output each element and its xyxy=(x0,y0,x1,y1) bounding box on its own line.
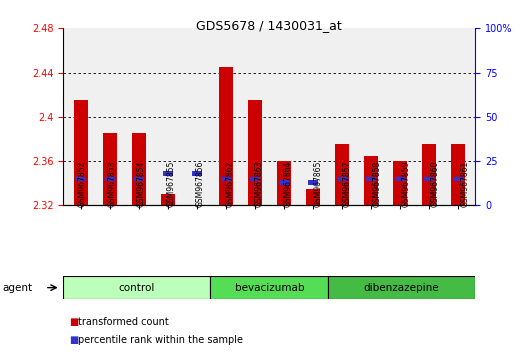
Bar xyxy=(395,177,405,181)
Bar xyxy=(76,177,86,181)
Bar xyxy=(73,100,88,205)
Bar xyxy=(219,67,233,205)
Bar xyxy=(131,133,146,205)
Text: agent: agent xyxy=(3,282,33,293)
Bar xyxy=(63,276,211,299)
Bar xyxy=(337,177,347,181)
Bar xyxy=(105,177,115,181)
Text: dibenzazepine: dibenzazepine xyxy=(364,282,439,293)
Bar xyxy=(335,144,349,205)
Bar xyxy=(450,144,465,205)
Text: transformed count: transformed count xyxy=(78,317,169,327)
Text: ■: ■ xyxy=(69,335,78,345)
Text: GSM967855: GSM967855 xyxy=(166,161,175,207)
Bar xyxy=(163,171,173,176)
Bar xyxy=(306,189,320,205)
Bar xyxy=(211,276,328,299)
Bar xyxy=(161,194,175,205)
Bar xyxy=(250,177,260,181)
Text: GSM967860: GSM967860 xyxy=(431,161,440,207)
Text: GSM967864: GSM967864 xyxy=(284,161,293,207)
Bar xyxy=(279,180,289,184)
Bar xyxy=(134,177,144,181)
Text: percentile rank within the sample: percentile rank within the sample xyxy=(78,335,243,345)
Bar xyxy=(328,276,475,299)
Text: GSM967861: GSM967861 xyxy=(460,161,469,207)
Text: GSM967852: GSM967852 xyxy=(78,161,87,207)
Text: control: control xyxy=(119,282,155,293)
Text: GSM967856: GSM967856 xyxy=(196,161,205,207)
Text: GSM967865: GSM967865 xyxy=(314,161,323,207)
Text: GSM967863: GSM967863 xyxy=(254,161,263,207)
Bar xyxy=(192,171,202,176)
Bar xyxy=(308,180,318,184)
Bar xyxy=(248,100,262,205)
Text: GSM967859: GSM967859 xyxy=(402,161,411,207)
Text: GSM967857: GSM967857 xyxy=(343,161,352,207)
Text: GDS5678 / 1430031_at: GDS5678 / 1430031_at xyxy=(196,19,342,33)
Bar xyxy=(421,144,436,205)
Bar xyxy=(277,161,291,205)
Text: bevacizumab: bevacizumab xyxy=(234,282,304,293)
Text: GSM967853: GSM967853 xyxy=(108,161,117,207)
Bar xyxy=(364,155,378,205)
Bar xyxy=(423,177,434,181)
Text: GSM967854: GSM967854 xyxy=(137,161,146,207)
Bar xyxy=(366,177,376,181)
Text: ■: ■ xyxy=(69,317,78,327)
Bar xyxy=(392,161,407,205)
Bar xyxy=(452,177,463,181)
Text: GSM967858: GSM967858 xyxy=(372,161,381,207)
Bar xyxy=(221,177,231,181)
Bar xyxy=(102,133,117,205)
Text: GSM967862: GSM967862 xyxy=(225,161,234,207)
